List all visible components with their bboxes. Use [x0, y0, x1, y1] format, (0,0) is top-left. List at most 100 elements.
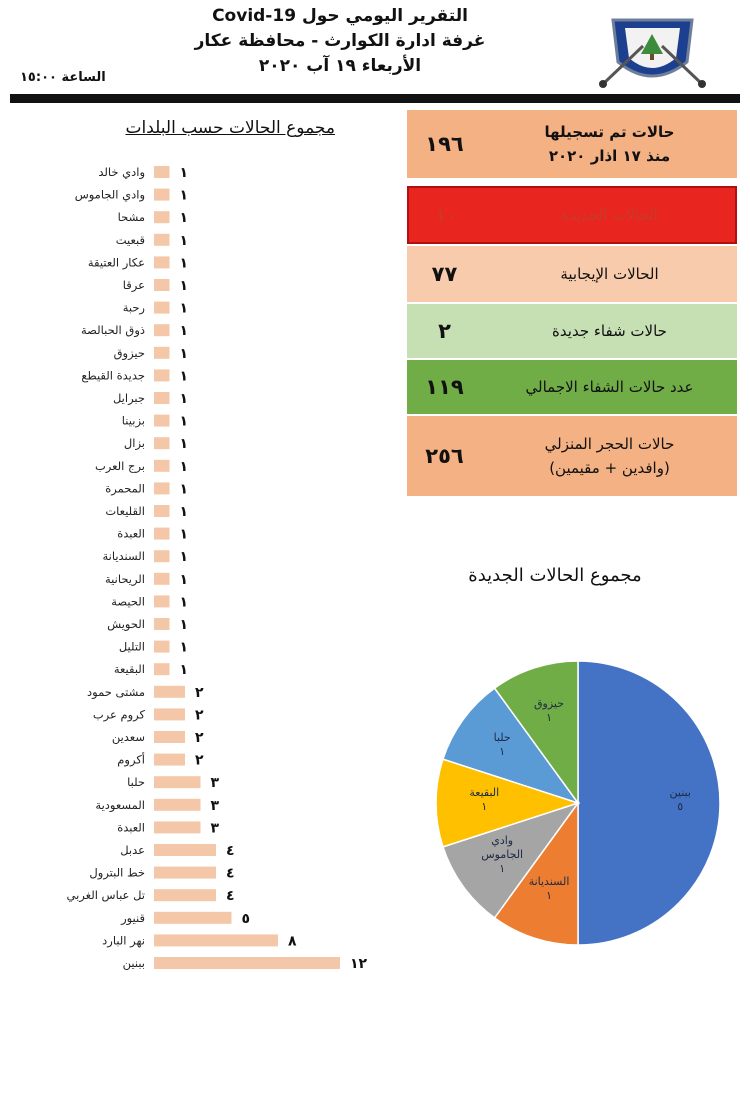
bar: [154, 346, 170, 359]
report-title: التقرير اليومي حول Covid-19: [212, 6, 468, 26]
bar-value-label: ١: [180, 346, 189, 362]
bar-category-label: عدبل: [120, 843, 145, 857]
pie-chart-title: مجموع الحالات الجديدة: [468, 565, 642, 586]
summary-label-line: حالات تم تسجيلها: [544, 123, 675, 141]
bar-category-label: المسعودية: [95, 798, 145, 813]
bar-category-label: العبدة: [117, 527, 145, 541]
summary-label-line: حالات شفاء جديدة: [552, 322, 667, 340]
pie-slice: [442, 687, 580, 805]
summary-label: حالات الحجر المنزلي (وافدين + مقيمين): [482, 432, 737, 480]
bar-category-label: كروم عرب: [93, 707, 146, 722]
pie-slice: [577, 660, 721, 946]
bar: [154, 821, 201, 834]
bar-category-label: وادي خالد: [98, 165, 145, 180]
report-header: التقرير اليومي حول Covid-19 غرفة ادارة ا…: [180, 4, 500, 79]
bar-category-label: حلبا: [127, 775, 145, 789]
pie-slice-label: ببنين ٥: [670, 786, 691, 813]
bar: [154, 663, 170, 676]
bar-value-label: ٣: [211, 775, 220, 791]
bar-category-label: رحبة: [123, 301, 145, 316]
bar-category-label: خط البترول: [89, 866, 145, 881]
bar-value-label: ١: [180, 255, 189, 271]
bar: [154, 279, 170, 291]
bar: [154, 211, 170, 224]
bar: [154, 369, 170, 382]
bar-chart-title: مجموع الحالات حسب البلدات: [125, 118, 335, 138]
summary-label: عدد حالات الشفاء الاجمالي: [482, 375, 737, 399]
summary-label: الحالات الجديدة: [484, 203, 735, 227]
logo-icon: [599, 18, 706, 88]
bar: [154, 188, 170, 201]
summary-box: ٢٥٦ حالات الحجر المنزلي (وافدين + مقيمين): [407, 416, 737, 496]
bar-value-label: ٨: [288, 933, 297, 949]
bar-value-label: ٣: [211, 798, 220, 814]
pie-slice: [435, 758, 581, 848]
bar-value-label: ١: [180, 414, 189, 430]
bar: [154, 889, 216, 902]
bar-category-label: حيزوق: [114, 346, 145, 361]
bar-value-label: ١٢: [350, 956, 368, 972]
summary-label-line: الحالات الجديدة: [561, 206, 658, 224]
summary-label-line: الحالات الإيجابية: [560, 265, 659, 283]
bar: [154, 256, 170, 269]
bar-value-label: ١: [180, 210, 189, 226]
summary-value: ١٠: [435, 203, 458, 227]
bar: [154, 911, 232, 924]
bar-value-label: ١: [180, 662, 189, 678]
summary-label-line: حالات الحجر المنزلي: [544, 435, 675, 453]
bar: [154, 505, 170, 517]
summary-label-subline: (وافدين + مقيمين): [549, 459, 670, 477]
bar-value-label: ١: [180, 594, 189, 610]
bar-category-label: عرقا: [123, 278, 145, 293]
bar-category-label: قنيور: [120, 911, 145, 926]
bar: [154, 708, 185, 721]
summary-label-line: عدد حالات الشفاء الاجمالي: [525, 378, 694, 396]
pie-slice-label: السنديانة ١: [529, 875, 570, 902]
bar-value-label: ٢: [195, 685, 204, 701]
bar-value-label: ١: [180, 481, 189, 497]
bar-category-label: التليل: [119, 640, 145, 654]
header-divider: [10, 94, 740, 103]
bar-value-label: ١: [180, 368, 189, 384]
bar-category-label: بزال: [124, 436, 145, 451]
bar-value-label: ١: [180, 504, 189, 520]
bar-value-label: ٥: [242, 911, 251, 927]
bar-category-label: الحيصة: [111, 594, 145, 608]
bar: [154, 324, 170, 337]
report-subtitle: غرفة ادارة الكوارث - محافظة عكار: [194, 31, 486, 51]
bar-value-label: ١: [180, 640, 189, 656]
bar-value-label: ١: [180, 165, 189, 181]
bar-value-label: ١: [180, 391, 189, 407]
bar-value-label: ٤: [226, 866, 235, 882]
summary-label: حالات تم تسجيلها منذ ١٧ اذار ٢٠٢٠: [482, 120, 737, 168]
bar: [154, 640, 170, 653]
pie-slice-label: وادي الجاموس ١: [481, 834, 523, 875]
bar: [154, 685, 185, 698]
summary-value: ٢٥٦: [425, 444, 464, 468]
bar: [154, 731, 185, 743]
bar-category-label: البقيعة: [114, 662, 145, 676]
bar-category-label: عكار العتيقة: [88, 255, 145, 270]
bar-value-label: ١: [180, 549, 189, 565]
bar-value-label: ١: [180, 301, 189, 317]
bar: [154, 595, 170, 608]
bar-category-label: قبعيت: [116, 233, 145, 247]
bar: [154, 776, 201, 789]
summary-box: ١١٩ عدد حالات الشفاء الاجمالي: [407, 360, 737, 414]
pie-slice: [442, 801, 580, 919]
bar-value-label: ٤: [226, 888, 235, 904]
bar-category-label: جبرايل: [113, 391, 145, 406]
bar-value-label: ١: [180, 572, 189, 588]
bar-value-label: ٢: [195, 753, 204, 769]
bar-value-label: ٣: [211, 820, 220, 836]
bar: [154, 550, 170, 563]
bar: [154, 233, 170, 246]
pie-slice-label: حلبا ١: [494, 731, 511, 758]
summary-value: ١٩٦: [425, 132, 464, 156]
bar-value-label: ١: [180, 527, 189, 543]
pie-slice-label: حيزوق ١: [534, 697, 564, 724]
bar-value-label: ١: [180, 278, 189, 294]
summary-value: ١١٩: [425, 375, 464, 399]
bar-category-label: السنديانة: [102, 549, 145, 563]
bar-category-label: ببنين: [123, 956, 145, 971]
